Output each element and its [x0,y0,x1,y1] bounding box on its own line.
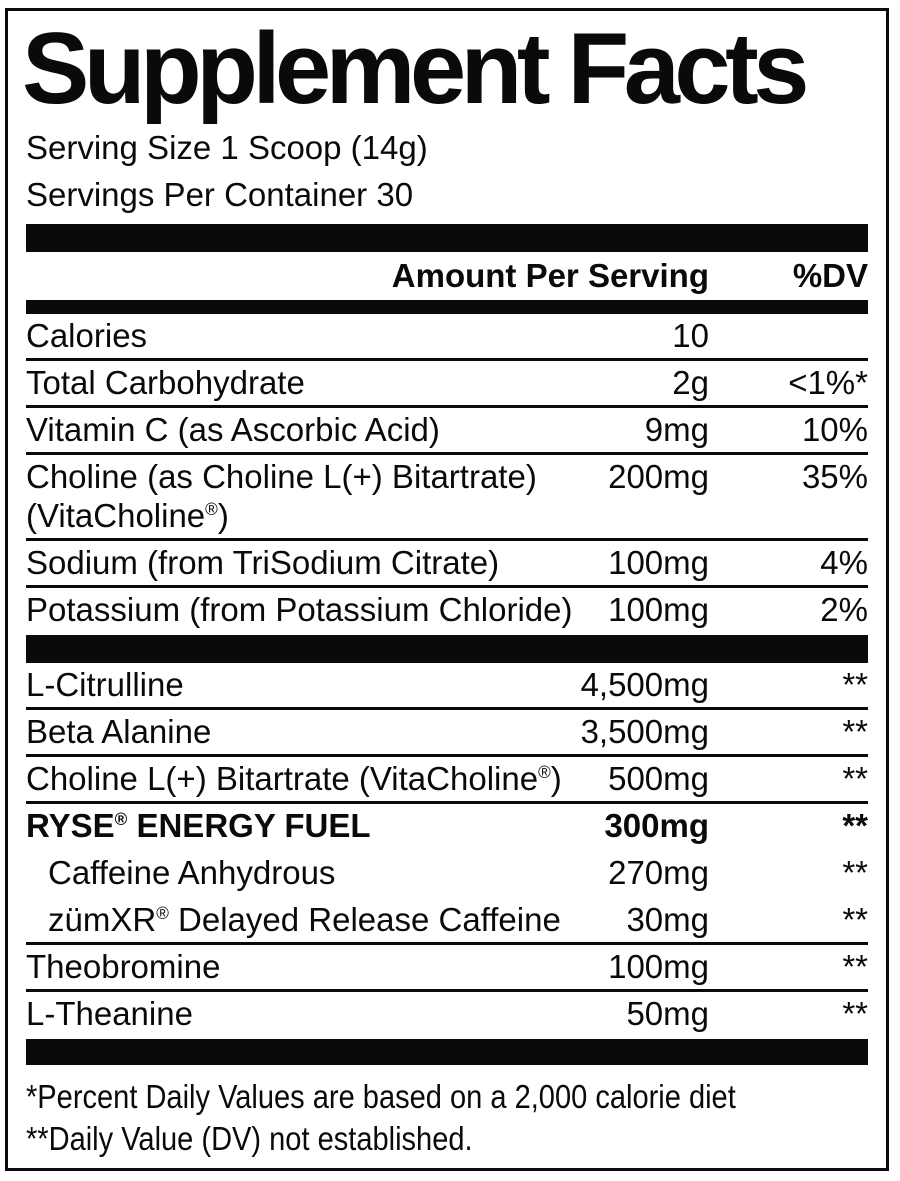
nutrient-row: Caffeine Anhydrous 270mg ** [26,851,868,898]
nutrient-row: Choline L(+) Bitartrate (VitaCholine®) 5… [26,757,868,804]
nutrient-dv: ** [842,947,868,985]
top-section-divider-bar [26,223,868,252]
nutrient-name: Sodium (from TriSodium Citrate) [26,543,500,581]
nutrient-amount: 9mg [644,410,709,448]
nutrient-amount: 4,500mg [580,665,709,703]
nutrient-row: Calories 10 [26,314,868,361]
supplement-facts-panel: Supplement Facts Serving Size 1 Scoop (1… [5,8,889,1171]
nutrient-row: Potassium (from Potassium Chloride) 100m… [26,588,868,635]
nutrient-name: Theobromine [26,947,221,985]
nutrient-row: L-Theanine 50mg ** [26,992,868,1039]
section-divider-bar [26,634,868,663]
nutrient-dv: <1%* [788,363,868,401]
nutrient-row: Choline (as Choline L(+) Bitartrate)(Vit… [26,455,868,541]
nutrient-dv: ** [842,806,868,844]
nutrient-dv: ** [842,900,868,938]
nutrient-amount: 200mg [608,457,709,495]
nutrient-name: L-Citrulline [26,665,184,703]
nutrient-amount: 500mg [608,759,709,797]
nutrient-name: Choline (as Choline L(+) Bitartrate)(Vit… [26,457,537,534]
nutrient-dv: ** [842,712,868,750]
nutrient-name: L-Theanine [26,994,193,1032]
footnote-dv-not-established: **Daily Value (DV) not established. [26,1119,473,1157]
nutrient-amount: 300mg [604,806,709,844]
nutrient-name: Potassium (from Potassium Chloride) [26,590,573,628]
nutrient-row: Beta Alanine 3,500mg ** [26,710,868,757]
nutrient-row: RYSE® ENERGY FUEL 300mg ** [26,804,868,851]
nutrient-name: Choline L(+) Bitartrate (VitaCholine®) [26,759,562,797]
serving-size-text: Serving Size 1 Scoop (14g) [26,128,428,166]
nutrient-dv: 35% [801,457,868,495]
nutrient-name: Beta Alanine [26,712,212,750]
nutrient-dv: ** [842,853,868,891]
nutrient-amount: 10 [672,316,709,354]
nutrient-dv: 4% [820,543,868,581]
nutrient-row: Vitamin C (as Ascorbic Acid) 9mg 10% [26,408,868,455]
header-divider-bar [26,299,868,314]
nutrient-amount: 100mg [608,543,709,581]
section-divider-bar [26,1038,868,1065]
nutrient-amount: 100mg [608,590,709,628]
nutrient-dv: 2% [820,590,868,628]
percent-dv-header: %DV [792,256,868,294]
panel-title: Supplement Facts [22,13,809,125]
nutrient-name: zümXR® Delayed Release Caffeine [48,900,561,938]
nutrient-dv: ** [842,759,868,797]
nutrient-name: RYSE® ENERGY FUEL [26,806,371,844]
nutrient-dv: ** [842,665,868,703]
nutrient-dv: 10% [801,410,868,448]
nutrient-row: zümXR® Delayed Release Caffeine 30mg ** [26,898,868,945]
nutrient-amount: 270mg [608,853,709,891]
nutrient-name: Vitamin C (as Ascorbic Acid) [26,410,440,448]
nutrient-row: Sodium (from TriSodium Citrate) 100mg 4% [26,541,868,588]
nutrient-name: Calories [26,316,148,354]
nutrient-amount: 100mg [608,947,709,985]
nutrient-row: Total Carbohydrate 2g <1%* [26,361,868,408]
column-header-row: Amount Per Serving %DV [26,252,868,300]
nutrient-name: Caffeine Anhydrous [48,853,336,891]
nutrient-row: Theobromine 100mg ** [26,945,868,992]
nutrient-amount: 50mg [626,994,709,1032]
nutrient-amount: 30mg [626,900,709,938]
amount-per-serving-header: Amount Per Serving [391,256,709,294]
nutrient-amount: 2g [672,363,709,401]
servings-per-container-text: Servings Per Container 30 [26,175,414,213]
nutrient-dv: ** [842,994,868,1032]
footnote-daily-value-basis: *Percent Daily Values are based on a 2,0… [26,1077,736,1115]
nutrient-rows: Calories 10 Total Carbohydrate 2g <1%* V… [26,314,868,1065]
nutrient-amount: 3,500mg [580,712,709,750]
footnotes: *Percent Daily Values are based on a 2,0… [26,1065,868,1158]
nutrient-row: L-Citrulline 4,500mg ** [26,663,868,710]
nutrient-name: Total Carbohydrate [26,363,305,401]
